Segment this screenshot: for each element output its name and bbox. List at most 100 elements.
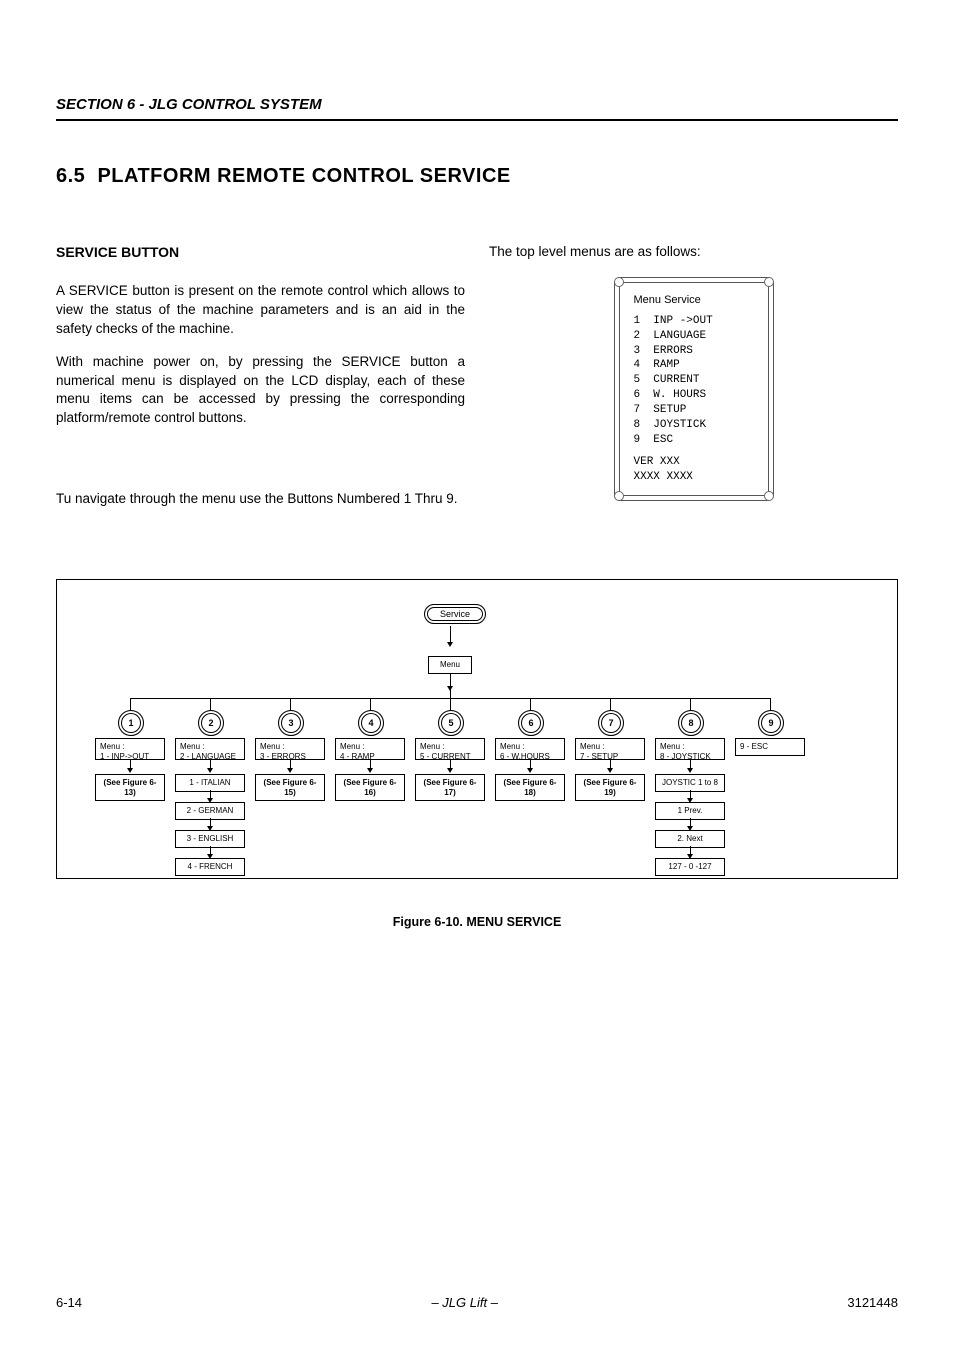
connector <box>130 698 131 710</box>
sub-node: 1 Prev. <box>655 802 725 820</box>
see-figure-node: (See Figure 6-15) <box>255 774 325 801</box>
connector <box>450 686 451 698</box>
screw-icon <box>764 491 774 501</box>
menu-node: Menu <box>428 656 472 674</box>
connector <box>690 790 691 798</box>
connector <box>210 760 211 768</box>
see-figure-node: (See Figure 6-16) <box>335 774 405 801</box>
menu-node: Menu :5 - CURRENT <box>415 738 485 760</box>
connector <box>530 760 531 768</box>
lcd-menu-item: 6 W. HOURS <box>634 388 758 403</box>
flowchart-container: Service Menu 1Menu :1 - INP->OUT (See Figur… <box>56 579 898 879</box>
connector <box>450 674 451 686</box>
see-figure-node: (See Figure 6-18) <box>495 774 565 801</box>
sub-node: 2. Next <box>655 830 725 848</box>
arrow-down-icon <box>287 768 293 773</box>
sub-node: 2 - GERMAN <box>175 802 245 820</box>
paragraph: Tu navigate through the menu use the But… <box>56 490 465 509</box>
service-pill: Service <box>424 604 486 624</box>
lcd-menu-item: 3 ERRORS <box>634 344 758 359</box>
menu-node: Menu :7 - SETUP <box>575 738 645 760</box>
section-header: SECTION 6 - JLG CONTROL SYSTEM <box>56 96 898 121</box>
screw-icon <box>764 277 774 287</box>
lcd-menu-item: 2 LANGUAGE <box>634 329 758 344</box>
arrow-down-icon <box>607 768 613 773</box>
sub-node: 127 - 0 -127 <box>655 858 725 876</box>
paragraph: A SERVICE button is present on the remot… <box>56 282 465 339</box>
page-title: 6.5 PLATFORM REMOTE CONTROL SERVICE <box>56 165 898 188</box>
lcd-menu-item: 9 ESC <box>634 433 758 448</box>
lcd-menu-item: 1 INP ->OUT <box>634 314 758 329</box>
sub-node: 1 - ITALIAN <box>175 774 245 792</box>
number-circle: 3 <box>278 710 304 736</box>
see-figure-node: (See Figure 6-19) <box>575 774 645 801</box>
menu-node: Menu :6 - W.HOURS <box>495 738 565 760</box>
connector <box>370 760 371 768</box>
lcd-menu-item: 4 RAMP <box>634 358 758 373</box>
number-circle: 6 <box>518 710 544 736</box>
connector <box>290 760 291 768</box>
footer-doc-number: 3121448 <box>847 1295 898 1310</box>
arrow-down-icon <box>527 768 533 773</box>
connector <box>450 698 451 710</box>
screw-icon <box>614 491 624 501</box>
connector <box>770 698 771 710</box>
arrow-down-icon <box>367 768 373 773</box>
lcd-version: VER XXX <box>634 455 758 470</box>
number-circle: 9 <box>758 710 784 736</box>
arrow-down-icon <box>447 642 453 647</box>
screw-icon <box>614 277 624 287</box>
connector <box>690 698 691 710</box>
title-text: PLATFORM REMOTE CONTROL SERVICE <box>97 165 510 187</box>
connector <box>530 698 531 710</box>
menu-node: 9 - ESC <box>735 738 805 756</box>
number-circle: 4 <box>358 710 384 736</box>
figure-caption: Figure 6-10. MENU SERVICE <box>56 915 898 929</box>
connector <box>210 698 211 710</box>
top-level-menus-intro: The top level menus are as follows: <box>489 244 898 259</box>
lcd-menu-item: 7 SETUP <box>634 403 758 418</box>
connector <box>210 846 211 854</box>
connector <box>210 818 211 826</box>
see-figure-node: (See Figure 6-17) <box>415 774 485 801</box>
lcd-menu-item: 8 JOYSTICK <box>634 418 758 433</box>
service-button-heading: SERVICE BUTTON <box>56 244 465 260</box>
number-circle: 2 <box>198 710 224 736</box>
connector <box>610 760 611 768</box>
menu-node: Menu :4 - RAMP <box>335 738 405 760</box>
lcd-title: Menu Service <box>634 293 758 308</box>
paragraph: With machine power on, by pressing the S… <box>56 353 465 429</box>
connector <box>690 760 691 768</box>
connector <box>450 626 451 642</box>
connector <box>610 698 611 710</box>
number-circle: 1 <box>118 710 144 736</box>
connector <box>210 790 211 798</box>
sub-node: 4 - FRENCH <box>175 858 245 876</box>
number-circle: 8 <box>678 710 704 736</box>
arrow-down-icon <box>447 768 453 773</box>
arrow-down-icon <box>207 768 213 773</box>
title-number: 6.5 <box>56 165 85 187</box>
menu-node: Menu :3 - ERRORS <box>255 738 325 760</box>
footer-page-number: 6-14 <box>56 1295 82 1310</box>
connector <box>690 818 691 826</box>
connector <box>690 846 691 854</box>
lcd-menu-item: 5 CURRENT <box>634 373 758 388</box>
arrow-down-icon <box>687 768 693 773</box>
connector <box>130 760 131 768</box>
menu-node: Menu :2 - LANGUAGE <box>175 738 245 760</box>
arrow-down-icon <box>127 768 133 773</box>
lcd-version: XXXX XXXX <box>634 470 758 485</box>
menu-node: Menu :8 - JOYSTICK <box>655 738 725 760</box>
footer-center: – JLG Lift – <box>431 1295 497 1310</box>
sub-node: JOYSTIC 1 to 8 <box>655 774 725 792</box>
see-figure-node: (See Figure 6-13) <box>95 774 165 801</box>
number-circle: 5 <box>438 710 464 736</box>
number-circle: 7 <box>598 710 624 736</box>
lcd-screen: Menu Service 1 INP ->OUT2 LANGUAGE3 ERRO… <box>614 277 774 501</box>
connector <box>450 760 451 768</box>
menu-node: Menu :1 - INP->OUT <box>95 738 165 760</box>
connector <box>290 698 291 710</box>
sub-node: 3 - ENGLISH <box>175 830 245 848</box>
connector <box>370 698 371 710</box>
